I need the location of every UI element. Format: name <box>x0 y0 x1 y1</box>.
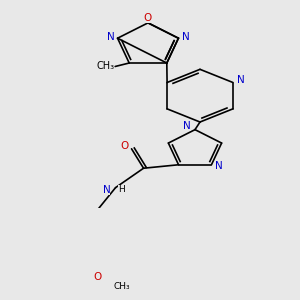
Text: N: N <box>214 161 222 171</box>
Text: CH₃: CH₃ <box>113 282 130 291</box>
Text: N: N <box>237 75 245 85</box>
Text: N: N <box>107 32 114 42</box>
Text: N: N <box>103 185 110 195</box>
Text: O: O <box>93 272 102 282</box>
Text: O: O <box>144 13 152 23</box>
Text: N: N <box>183 121 191 131</box>
Text: N: N <box>182 32 189 42</box>
Text: CH₃: CH₃ <box>96 61 114 71</box>
Text: O: O <box>120 141 129 151</box>
Text: H: H <box>118 185 125 194</box>
